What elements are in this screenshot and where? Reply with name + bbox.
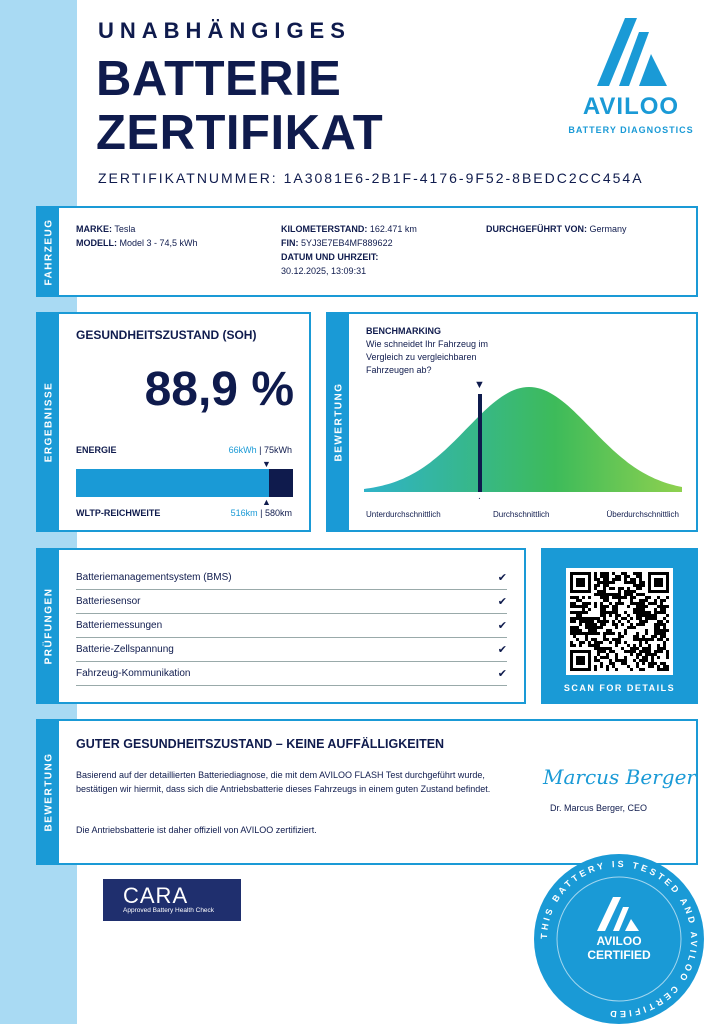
certificate-title: BATTERIE ZERTIFIKAT [96,52,383,160]
side-label: BEWERTUNG [328,314,349,530]
datetime: 30.12.2025, 13:09:31 [281,266,367,276]
benchmark-title: BENCHMARKING [366,326,441,336]
results-section: ERGEBNISSE GESUNDHEITSZUSTAND (SOH) 88,9… [36,312,311,532]
mileage: 162.471 km [369,224,417,234]
verdict-section: BEWERTUNG GUTER GESUNDHEITSZUSTAND – KEI… [36,719,698,865]
vehicle-col-3: DURCHGEFÜHRT VON: Germany [486,224,627,234]
energy-values: 66kWh | 75kWh [228,445,292,455]
check-item: Batterie-Zellspannung ✔ [76,638,507,662]
energy-label: ENERGIE [76,445,117,455]
brand-name: AVILOO [582,93,680,120]
soh-value: 88,9 % [144,363,294,416]
side-label: FAHRZEUG [38,208,59,295]
checks-list: Batteriemanagementsystem (BMS) ✔ Batteries… [76,566,507,686]
cert-number-value: 1A3081E6-2B1F-4176-9F52-8BEDC2CC454A [283,170,644,186]
verdict-title: GUTER GESUNDHEITSZUSTAND – KEINE AUFFÄLL… [76,737,445,751]
benchmark-section: BEWERTUNG BENCHMARKING Wie schneidet Ihr… [326,312,698,532]
energy-bar-fill [76,469,269,497]
qr-panel[interactable]: SCAN FOR DETAILS [541,548,698,704]
marker-down-icon: ▼ [474,379,485,391]
check-item: Batteriemessungen ✔ [76,614,507,638]
make: Tesla [114,224,136,234]
qr-code[interactable] [570,572,669,671]
side-label: ERGEBNISSE [38,314,59,530]
check-icon: ✔ [497,572,507,584]
label-low: Unterdurchschnittlich [366,510,441,519]
check-icon: ✔ [497,644,507,656]
check-icon: ✔ [497,620,507,632]
title-line-1: BATTERIE [96,52,342,106]
benchmark-bell-curve: ▼ ▲ [364,379,682,499]
checks-section: PRÜFUNGEN Batteriemanagementsystem (BMS)… [36,548,526,704]
check-icon: ✔ [497,668,507,680]
brand-tagline: BATTERY DIAGNOSTICS [568,125,694,135]
vehicle-col-2: KILOMETERSTAND: 162.471 km FIN: 5YJ3E7EB4… [281,224,417,276]
check-label: Batteriemanagementsystem (BMS) [76,572,232,583]
seal-label: CERTIFIED [587,948,651,962]
cara-tagline: Approved Battery Health Check [123,907,215,914]
marker-down-icon: ▼ [262,459,271,469]
certificate-number: ZERTIFIKATNUMMER: 1A3081E6-2B1F-4176-9F5… [98,170,644,186]
label-high: Überdurchschnittlich [606,510,679,519]
vehicle-col-1: MARKE: Tesla MODELL: Model 3 - 74,5 kWh [76,224,198,248]
model: Model 3 - 74,5 kWh [119,238,198,248]
check-item: Batteriesensor ✔ [76,590,507,614]
qr-label: SCAN FOR DETAILS [563,683,676,693]
energy-bar [76,469,293,497]
signer: Dr. Marcus Berger, CEO [550,803,648,813]
cert-number-label: ZERTIFIKATNUMMER: [98,170,278,186]
check-label: Batteriesensor [76,596,141,607]
seal-brand: AVILOO [596,934,641,948]
soh-title: GESUNDHEITSZUSTAND (SOH) [76,328,257,342]
aviloo-mountain-icon [597,897,639,931]
aviloo-mountain-icon [597,18,667,86]
vin: 5YJ3E7EB4MF889622 [301,238,393,248]
performed-by: Germany [589,224,627,234]
check-icon: ✔ [497,596,507,608]
label-mid: Durchschnittlich [493,510,550,519]
side-label: PRÜFUNGEN [38,550,59,702]
verdict-paragraph-2: Die Antriebsbatterie ist daher offiziell… [76,825,317,835]
title-line-2: ZERTIFIKAT [96,106,384,160]
range-values: 516km | 580km [230,508,292,518]
check-label: Batterie-Zellspannung [76,644,174,655]
range-label: WLTP-REICHWEITE [76,508,161,518]
certificate-subtitle: UNABHÄNGIGES [98,18,351,43]
side-label: BEWERTUNG [38,721,59,863]
vehicle-section: FAHRZEUG MARKE: Tesla MODELL: Model 3 - 7… [36,206,698,297]
check-item: Fahrzeug-Kommunikation ✔ [76,662,507,686]
bell-curve [364,387,682,492]
benchmark-question: Wie schneidet Ihr Fahrzeug im Vergleich … [366,339,489,375]
aviloo-certified-seal: THIS BATTERY IS TESTED AND AVILOO CERTIF… [534,854,704,1024]
marker-up-icon: ▲ [474,495,485,499]
check-item: Batteriemanagementsystem (BMS) ✔ [76,566,507,590]
aviloo-logo: AVILOO BATTERY DIAGNOSTICS [566,18,696,135]
marker-up-icon: ▲ [262,497,271,507]
cara-logo: CARA Approved Battery Health Check [103,879,241,921]
signature: Marcus Berger [543,765,696,789]
verdict-paragraph-1: Basierend auf der detaillierten Batterie… [76,770,491,794]
check-label: Batteriemessungen [76,620,163,631]
check-label: Fahrzeug-Kommunikation [76,668,191,679]
cara-name: CARA [123,883,189,908]
